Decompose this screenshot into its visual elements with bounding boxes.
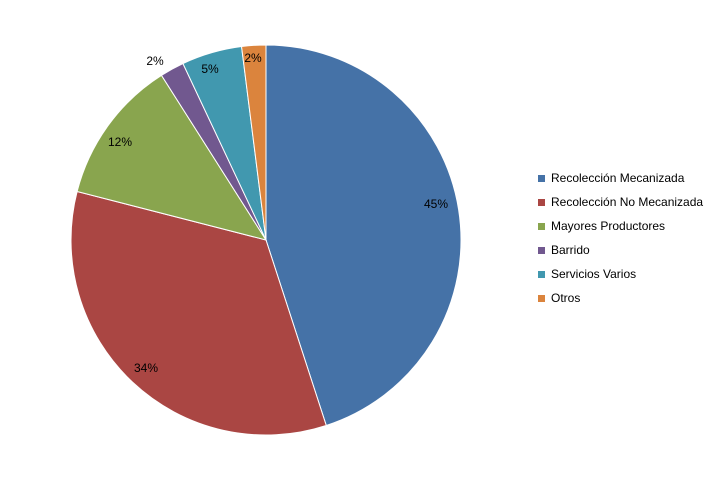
legend-label-4: Servicios Varios xyxy=(551,267,637,281)
legend-swatch-2 xyxy=(538,222,545,230)
legend-item-5: Otros xyxy=(538,290,703,306)
legend-item-1: Recolección No Mecanizada xyxy=(538,194,703,210)
legend-label-0: Recolección Mecanizada xyxy=(551,171,685,185)
legend-item-0: Recolección Mecanizada xyxy=(538,170,703,186)
legend-item-2: Mayores Productores xyxy=(538,218,703,234)
slice-label-3: 2% xyxy=(146,54,164,68)
legend-swatch-1 xyxy=(538,198,545,206)
slice-label-2: 12% xyxy=(108,135,132,149)
legend-label-2: Mayores Productores xyxy=(551,219,666,233)
legend-label-1: Recolección No Mecanizada xyxy=(551,195,704,209)
pie-slice-1 xyxy=(70,190,327,436)
legend-item-3: Barrido xyxy=(538,242,703,258)
legend-item-4: Servicios Varios xyxy=(538,266,703,282)
legend-swatch-0 xyxy=(538,174,545,182)
legend-swatch-4 xyxy=(538,270,545,278)
slice-label-0: 45% xyxy=(424,197,448,211)
legend-label-5: Otros xyxy=(551,291,581,305)
legend-swatch-3 xyxy=(538,246,545,254)
pie-slice-5 xyxy=(241,44,267,241)
slice-label-1: 34% xyxy=(134,361,158,375)
pie-slice-0 xyxy=(265,44,462,427)
pie-slice-2 xyxy=(76,74,268,241)
slice-label-4: 5% xyxy=(201,62,219,76)
legend-label-3: Barrido xyxy=(551,243,590,257)
slice-label-5: 2% xyxy=(244,51,262,65)
chart-legend: Recolección Mecanizada Recolección No Mec… xyxy=(538,170,703,306)
legend-swatch-5 xyxy=(538,294,545,302)
